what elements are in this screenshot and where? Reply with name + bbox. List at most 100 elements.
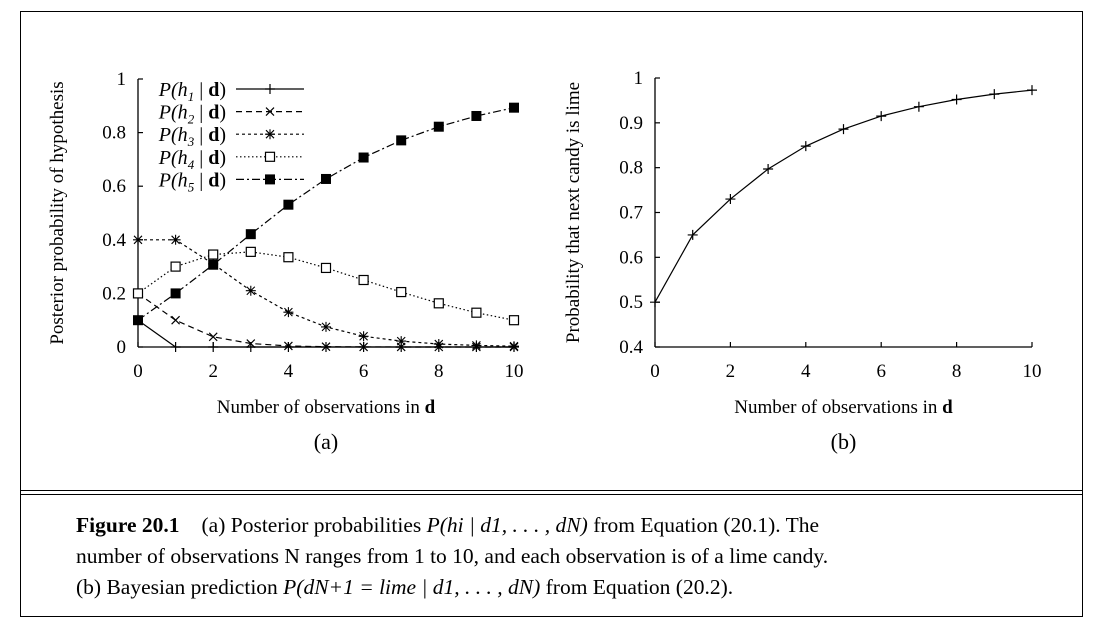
x-tick-label: 8	[952, 361, 962, 382]
data-point	[396, 286, 407, 298]
data-point	[509, 102, 519, 113]
y-axis-label: Probability that next candy is lime	[563, 82, 584, 343]
data-point	[208, 259, 219, 270]
data-point	[321, 321, 331, 332]
data-point	[471, 307, 482, 318]
subplot-label: (b)	[831, 429, 857, 454]
data-point	[283, 252, 294, 263]
y-tick-label: 1	[634, 68, 644, 89]
caption-line-3: (b) Bayesian prediction P(dN+1 = lime | …	[76, 572, 1056, 603]
series-line	[137, 292, 514, 348]
legend-marker	[264, 151, 276, 162]
data-point	[509, 341, 519, 352]
legend-marker	[265, 84, 275, 94]
caption-text-3a: (b) Bayesian prediction	[76, 575, 284, 599]
data-point	[245, 246, 256, 257]
series-3	[133, 234, 519, 352]
caption-text-1b: from Equation (20.1). The	[587, 513, 820, 537]
y-tick-label: 0	[117, 337, 127, 358]
x-tick-label: 6	[359, 361, 369, 382]
y-tick-label: 0.4	[102, 230, 126, 251]
data-point	[283, 341, 293, 351]
data-point	[951, 94, 962, 105]
data-point	[321, 173, 331, 184]
series-line	[137, 251, 515, 321]
caption-math-1: P(hi | d1, . . . , dN)	[426, 513, 588, 537]
x-tick-label: 4	[801, 361, 811, 382]
data-point	[433, 121, 444, 132]
data-point	[208, 332, 218, 342]
data-point	[913, 101, 924, 112]
data-point	[171, 315, 181, 325]
caption-line-2: number of observations N ranges from 1 t…	[76, 544, 829, 568]
data-point	[1027, 85, 1037, 96]
legend-entry: P(h2 | d)	[158, 102, 304, 127]
data-point	[433, 298, 444, 309]
data-point	[838, 124, 849, 135]
data-point	[989, 89, 1000, 100]
subplot-label: (a)	[314, 429, 338, 454]
x-tick-label: 0	[133, 361, 143, 382]
data-point	[283, 307, 294, 318]
data-point	[208, 342, 219, 352]
legend-label: P(h4 | d)	[158, 147, 226, 172]
legend-entry: P(h5 | d)	[158, 169, 304, 194]
data-point	[132, 288, 144, 299]
y-axis-label: Posterior probability of hypothesis	[47, 81, 68, 344]
data-point	[763, 164, 774, 175]
data-point	[246, 339, 256, 348]
y-tick-label: 0.6	[102, 176, 126, 197]
data-point	[245, 285, 256, 296]
data-point	[320, 262, 332, 274]
y-tick-label: 0.4	[619, 337, 643, 358]
x-tick-label: 2	[208, 361, 218, 382]
series-1	[650, 85, 1037, 308]
legend-label: P(h2 | d)	[158, 102, 226, 127]
y-tick-label: 0.2	[102, 283, 126, 304]
data-point	[433, 339, 444, 350]
caption-text-1a: (a) Posterior probabilities	[201, 513, 427, 537]
data-point	[725, 194, 736, 205]
x-tick-label: 4	[284, 361, 294, 382]
series-2	[133, 288, 519, 352]
legend-marker	[265, 174, 275, 185]
data-point	[396, 135, 407, 146]
data-point	[283, 199, 294, 210]
legend-label: P(h1 | d)	[158, 79, 226, 104]
data-point	[208, 249, 219, 260]
y-tick-label: 0.8	[619, 158, 643, 179]
legend-marker	[265, 107, 275, 117]
caption-divider-bottom	[20, 494, 1083, 495]
x-tick-label: 8	[434, 361, 444, 382]
figure-frame	[20, 11, 1083, 617]
series-line	[654, 89, 1033, 303]
y-tick-label: 0.6	[619, 247, 643, 268]
x-tick-label: 0	[650, 361, 660, 382]
data-point	[800, 141, 811, 152]
data-point	[359, 342, 369, 352]
data-point	[133, 315, 143, 326]
figure-label: Figure 20.1	[76, 513, 180, 537]
x-axis-label: Number of observations in d	[734, 397, 953, 418]
figure-caption: Figure 20.1 (a) Posterior probabilities P…	[76, 510, 1056, 603]
x-tick-label: 10	[1023, 361, 1042, 382]
caption-divider-top	[20, 490, 1083, 491]
data-point	[283, 342, 294, 352]
data-point	[687, 229, 698, 240]
data-point	[471, 110, 482, 121]
data-point	[650, 297, 660, 308]
legend-entry: P(h3 | d)	[158, 124, 304, 149]
x-tick-label: 2	[726, 361, 736, 382]
x-tick-label: 6	[876, 361, 886, 382]
caption-text-3b: from Equation (20.2).	[540, 575, 734, 599]
y-tick-label: 0.9	[619, 113, 643, 134]
data-point	[358, 274, 369, 286]
x-tick-label: 10	[505, 361, 524, 382]
data-point	[471, 340, 482, 351]
data-point	[170, 234, 181, 245]
data-point	[133, 234, 143, 245]
data-point	[358, 152, 369, 163]
